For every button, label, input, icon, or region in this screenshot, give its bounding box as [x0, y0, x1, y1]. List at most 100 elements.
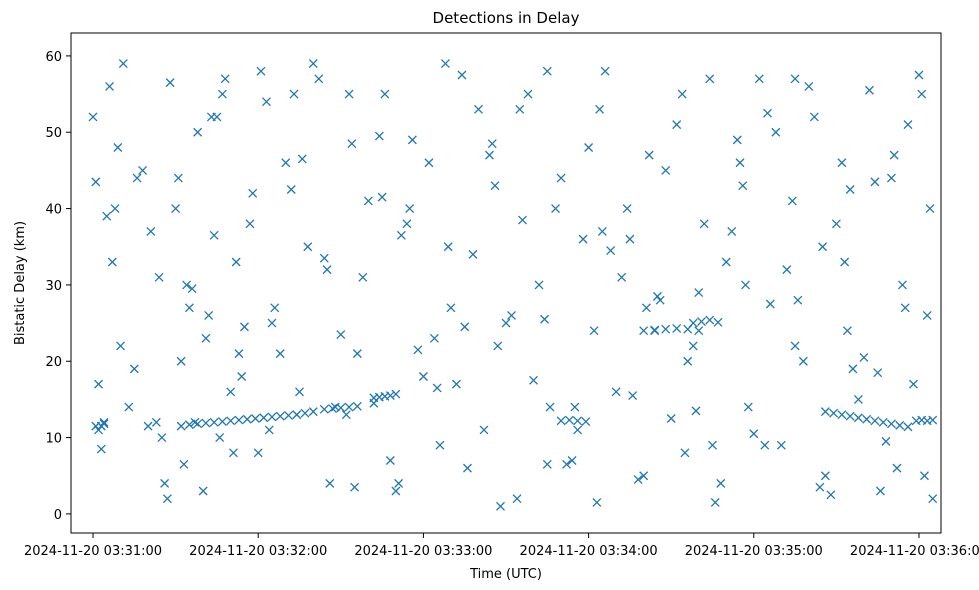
detection-point: [804, 81, 814, 91]
detection-point: [743, 402, 753, 412]
detection-point: [171, 204, 181, 214]
detection-point: [820, 471, 830, 481]
x-tick-label: 2024-11-20 03:31:00: [24, 544, 162, 559]
detection-point: [267, 318, 277, 328]
detection-point: [903, 120, 913, 130]
detection-point: [826, 490, 836, 500]
detection-point: [666, 414, 676, 423]
detection-point: [248, 188, 258, 198]
detection-point: [697, 317, 706, 327]
x-tick-label: 2024-11-20 03:34:00: [520, 544, 658, 559]
detection-point: [209, 230, 219, 240]
detection-point: [474, 104, 483, 114]
detection-point: [251, 414, 260, 423]
detection-point: [264, 425, 274, 435]
detection-point: [226, 416, 236, 426]
detection-point: [878, 417, 888, 427]
detection-point: [859, 352, 869, 362]
detection-point: [661, 165, 671, 175]
detection-point: [308, 59, 318, 68]
detection-point: [182, 280, 192, 290]
detection-point: [567, 456, 577, 465]
detection-point: [523, 89, 533, 99]
detection-point: [151, 417, 161, 427]
detection-point: [391, 389, 401, 399]
detection-point: [787, 196, 797, 206]
detection-point: [198, 486, 208, 496]
detection-point: [110, 204, 120, 214]
detection-point: [201, 333, 211, 343]
detection-point: [597, 227, 607, 236]
detection-point: [886, 419, 896, 429]
detection-point: [507, 310, 516, 320]
detection-point: [837, 158, 847, 168]
detection-point: [176, 356, 186, 366]
detection-point: [920, 471, 929, 481]
detection-point: [380, 89, 390, 99]
detection-point: [462, 463, 472, 473]
detection-point: [798, 356, 808, 366]
detection-point: [625, 234, 635, 244]
detection-point: [217, 89, 227, 99]
y-tick-label: 10: [45, 432, 62, 447]
detection-point: [815, 482, 825, 492]
detection-point: [94, 379, 103, 389]
detection-point: [914, 70, 924, 80]
detection-point: [903, 422, 913, 432]
detection-point: [256, 66, 266, 76]
detection-point: [237, 372, 247, 381]
y-tick-label: 50: [45, 126, 62, 141]
detection-point: [749, 429, 759, 439]
detection-point: [600, 66, 610, 76]
detection-point: [228, 448, 238, 458]
detection-point: [617, 272, 627, 282]
detection-point: [721, 257, 731, 267]
detection-point: [275, 349, 285, 359]
detection-point: [922, 310, 932, 320]
detection-point: [556, 173, 566, 183]
detection-point: [242, 414, 252, 424]
detection-point: [496, 501, 505, 511]
detection-point: [570, 402, 580, 412]
detection-point: [529, 375, 538, 385]
detection-point: [564, 415, 574, 425]
x-tick-label: 2024-11-20 03:36:00: [850, 544, 979, 559]
detection-point: [595, 104, 605, 114]
detection-point: [875, 486, 885, 496]
detection-point: [286, 185, 296, 194]
detection-point: [688, 341, 698, 351]
detection-point: [259, 413, 269, 423]
scatter-marks: [88, 59, 938, 511]
detection-point: [275, 411, 285, 421]
detection-point: [790, 74, 800, 84]
detection-point: [314, 74, 324, 84]
detection-point: [584, 143, 594, 152]
detection-point: [512, 494, 522, 504]
detection-point: [490, 181, 500, 191]
detection-point: [201, 418, 211, 428]
detection-point: [363, 196, 373, 206]
detection-point: [105, 81, 115, 91]
detection-point: [611, 387, 621, 397]
detection-point: [193, 419, 203, 429]
detection-point: [628, 391, 638, 401]
detection-point: [281, 158, 291, 168]
detection-point: [479, 425, 489, 435]
detection-point: [840, 257, 850, 267]
detection-point: [592, 498, 602, 507]
detection-point: [518, 215, 527, 225]
detection-point: [193, 127, 203, 137]
detection-point: [217, 417, 227, 427]
detection-point: [432, 383, 442, 393]
detection-point: [782, 265, 792, 275]
detection-point: [639, 326, 649, 336]
detection-point: [705, 74, 715, 84]
detection-point: [917, 89, 927, 99]
detection-point: [763, 108, 773, 118]
y-tick-label: 40: [45, 203, 62, 218]
detection-point: [870, 416, 880, 426]
detection-point: [215, 433, 225, 443]
detection-point: [457, 70, 467, 80]
detection-point: [206, 112, 216, 122]
